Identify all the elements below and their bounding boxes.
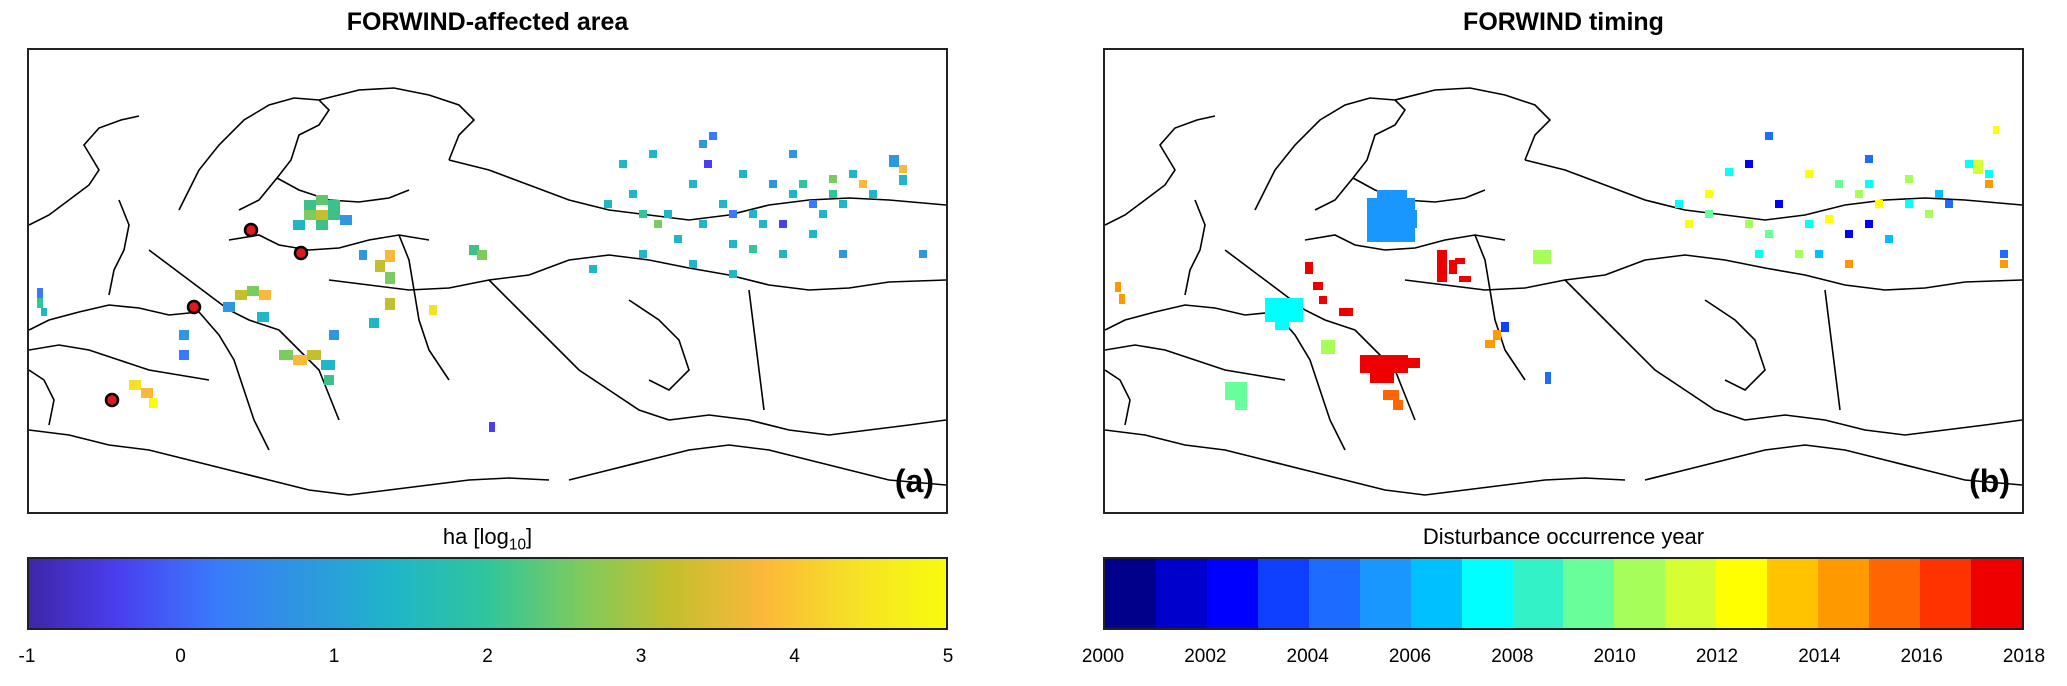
colorbar-b-segment (1359, 559, 1411, 628)
colorbar-b-segment (1257, 559, 1309, 628)
panel-a-title: FORWIND-affected area (346, 8, 629, 36)
colorbar-a-ticks: -1 0 1 2 3 4 5 (0, 646, 954, 676)
colorbar-tick-label: 3 (635, 646, 647, 667)
colorbar-tick-label: 0 (175, 646, 186, 667)
map-panel-b: (b) (1103, 48, 2024, 514)
colorbar-tick-label: 2 (482, 646, 493, 667)
colorbar-b-segment (1920, 559, 1971, 628)
colorbar-b-segment (1206, 559, 1258, 628)
colorbar-tick-label: 1 (328, 646, 340, 667)
colorbar-b-segment (1970, 559, 2022, 628)
colorbar-tick-label: 2018 (2002, 646, 2046, 667)
colorbar-b-segment (1410, 559, 1462, 628)
europe-map-b (1105, 87, 2022, 496)
panel-a-label: (a) (894, 463, 934, 499)
colorbar-tick-label: 2014 (1798, 646, 1841, 667)
colorbar-b-segment (1665, 559, 1717, 628)
colorbar-b-segment (1155, 559, 1207, 628)
colorbar-tick-label: 2016 (1900, 646, 1943, 667)
country-borders (29, 87, 946, 496)
disturbance-cells-b (1115, 126, 2008, 410)
colorbar-b-segment (1308, 559, 1360, 628)
colorbar-a-gradient (29, 559, 946, 628)
colorbar-b-segment (1563, 559, 1615, 628)
colorbar-b-segment (1767, 559, 1819, 628)
colorbar-b-segment (1461, 559, 1513, 628)
colorbar-b-segment (1105, 559, 1156, 628)
colorbar-tick-label: 2012 (1695, 646, 1739, 667)
colorbar-a-label-sub: 10 (508, 536, 527, 554)
colorbar-tick-label: 2002 (1184, 646, 1227, 667)
colorbar-tick-label: -1 (18, 646, 36, 667)
colorbar-b-segment (1869, 559, 1920, 628)
colorbar-tick-label: 2010 (1593, 646, 1636, 667)
colorbar-tick-label: 2008 (1491, 646, 1534, 667)
panel-b-title: FORWIND timing (1463, 8, 1664, 36)
colorbar-tick-label: 2006 (1388, 646, 1432, 667)
country-borders (1105, 87, 2022, 496)
colorbar-a-label-end: ] (526, 524, 533, 549)
highlight-sites (104, 222, 309, 408)
colorbar-b-segment (1512, 559, 1564, 628)
colorbar-a-label-main: ha [log (442, 524, 509, 549)
colorbar-tick-label: 2000 (1081, 646, 1125, 667)
colorbar-b (1103, 557, 2024, 630)
panel-b-label: (b) (1969, 463, 2010, 499)
colorbar-b-segment (1818, 559, 1870, 628)
europe-map-a (29, 87, 946, 496)
map-panel-a: (a) (27, 48, 948, 514)
colorbar-b-label: Disturbance occurrence year (1422, 524, 1705, 549)
colorbar-b-segment (1716, 559, 1768, 628)
colorbar-tick-label: 4 (789, 646, 800, 667)
colorbar-tick-label: 2004 (1286, 646, 1329, 667)
colorbar-b-ticks: 2000 2002 2004 2006 2008 2010 2012 2014 2016 2018 (0, 646, 2045, 676)
colorbar-a (27, 557, 948, 630)
colorbar-tick-label: 5 (942, 646, 954, 667)
colorbar-b-segment (1614, 559, 1666, 628)
colorbar-a-label: ha [log10] (27, 524, 948, 554)
disturbance-cells-a (37, 132, 927, 432)
